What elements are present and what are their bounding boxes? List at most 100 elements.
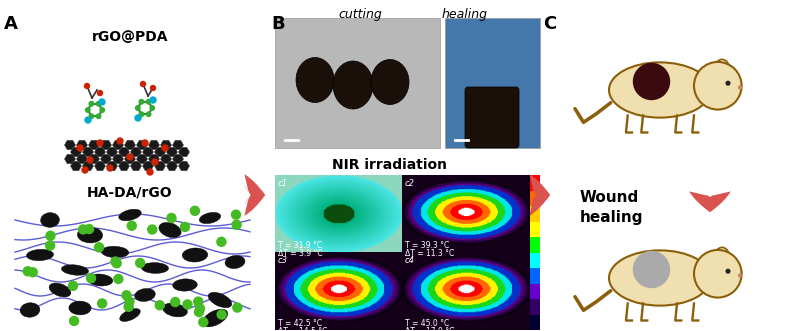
Ellipse shape bbox=[119, 308, 140, 321]
Circle shape bbox=[217, 237, 225, 246]
Bar bbox=[529, 221, 539, 237]
Circle shape bbox=[122, 291, 131, 300]
Circle shape bbox=[85, 117, 91, 123]
Text: A: A bbox=[4, 15, 18, 33]
Circle shape bbox=[140, 81, 145, 86]
Ellipse shape bbox=[119, 209, 141, 221]
Ellipse shape bbox=[608, 250, 710, 306]
Circle shape bbox=[107, 165, 113, 171]
Ellipse shape bbox=[163, 303, 187, 317]
Circle shape bbox=[171, 298, 180, 307]
Circle shape bbox=[150, 106, 154, 110]
Circle shape bbox=[737, 273, 741, 278]
Ellipse shape bbox=[20, 303, 40, 317]
Circle shape bbox=[117, 138, 123, 144]
Text: B: B bbox=[270, 15, 284, 33]
Circle shape bbox=[87, 274, 95, 283]
Circle shape bbox=[737, 85, 741, 90]
Circle shape bbox=[46, 241, 55, 250]
Circle shape bbox=[194, 307, 203, 316]
Circle shape bbox=[139, 112, 144, 117]
Ellipse shape bbox=[101, 246, 128, 258]
Circle shape bbox=[693, 62, 741, 110]
Circle shape bbox=[68, 281, 78, 290]
Circle shape bbox=[147, 169, 153, 175]
Text: T = 42.5 °C: T = 42.5 °C bbox=[277, 319, 322, 328]
Circle shape bbox=[632, 251, 670, 288]
Circle shape bbox=[190, 206, 199, 215]
Circle shape bbox=[89, 102, 94, 106]
Text: c2: c2 bbox=[404, 179, 415, 188]
Ellipse shape bbox=[172, 279, 197, 291]
Ellipse shape bbox=[49, 283, 71, 297]
Circle shape bbox=[86, 108, 90, 112]
Text: rGO@PDA: rGO@PDA bbox=[91, 30, 168, 44]
Circle shape bbox=[99, 108, 104, 112]
Circle shape bbox=[632, 63, 670, 100]
Circle shape bbox=[28, 268, 37, 277]
Ellipse shape bbox=[87, 274, 112, 286]
Text: c1: c1 bbox=[277, 179, 288, 188]
Ellipse shape bbox=[715, 59, 728, 75]
Circle shape bbox=[231, 210, 240, 219]
Bar bbox=[529, 191, 539, 206]
Circle shape bbox=[127, 154, 133, 160]
Circle shape bbox=[139, 100, 144, 104]
Circle shape bbox=[96, 114, 101, 118]
Text: ΔT = 14.5 °C: ΔT = 14.5 °C bbox=[277, 327, 327, 331]
Circle shape bbox=[124, 302, 133, 311]
Circle shape bbox=[724, 269, 730, 274]
Circle shape bbox=[96, 102, 101, 106]
Circle shape bbox=[95, 243, 103, 252]
Ellipse shape bbox=[141, 262, 168, 273]
Circle shape bbox=[146, 112, 151, 117]
Circle shape bbox=[114, 274, 123, 283]
Text: ΔT = 3.9 °C: ΔT = 3.9 °C bbox=[277, 249, 322, 258]
Text: T = 31.9 °C: T = 31.9 °C bbox=[277, 241, 322, 250]
Ellipse shape bbox=[296, 58, 334, 103]
Bar bbox=[529, 206, 539, 221]
Text: ΔT = 11.3 °C: ΔT = 11.3 °C bbox=[404, 249, 454, 258]
Ellipse shape bbox=[41, 213, 59, 227]
Circle shape bbox=[155, 301, 164, 310]
Circle shape bbox=[84, 83, 89, 88]
Ellipse shape bbox=[225, 256, 245, 268]
Circle shape bbox=[89, 114, 94, 118]
Circle shape bbox=[82, 167, 88, 173]
Circle shape bbox=[195, 304, 205, 313]
Bar bbox=[542, 0, 802, 331]
Text: C: C bbox=[542, 15, 556, 33]
Circle shape bbox=[23, 267, 32, 276]
Circle shape bbox=[167, 213, 176, 222]
FancyBboxPatch shape bbox=[274, 18, 439, 148]
Ellipse shape bbox=[208, 292, 232, 308]
Circle shape bbox=[98, 299, 107, 308]
Circle shape bbox=[232, 220, 241, 229]
Circle shape bbox=[99, 99, 105, 105]
Circle shape bbox=[693, 250, 741, 298]
Circle shape bbox=[142, 140, 148, 146]
Circle shape bbox=[125, 297, 134, 306]
Circle shape bbox=[150, 85, 156, 90]
Ellipse shape bbox=[199, 213, 221, 224]
Circle shape bbox=[111, 257, 119, 266]
Ellipse shape bbox=[61, 265, 88, 275]
Ellipse shape bbox=[69, 301, 91, 315]
Bar bbox=[529, 314, 539, 330]
Circle shape bbox=[77, 145, 83, 151]
Ellipse shape bbox=[715, 247, 728, 263]
Circle shape bbox=[136, 106, 140, 110]
Bar bbox=[529, 268, 539, 283]
Ellipse shape bbox=[135, 289, 155, 302]
Circle shape bbox=[97, 90, 103, 96]
Circle shape bbox=[70, 316, 79, 325]
Circle shape bbox=[84, 224, 94, 234]
Circle shape bbox=[724, 81, 730, 86]
Circle shape bbox=[183, 300, 192, 309]
Circle shape bbox=[199, 318, 208, 327]
FancyBboxPatch shape bbox=[444, 18, 539, 148]
Text: ΔT = 17.0 °C: ΔT = 17.0 °C bbox=[404, 327, 454, 331]
Ellipse shape bbox=[608, 62, 710, 118]
Circle shape bbox=[87, 157, 93, 163]
Circle shape bbox=[152, 159, 158, 165]
